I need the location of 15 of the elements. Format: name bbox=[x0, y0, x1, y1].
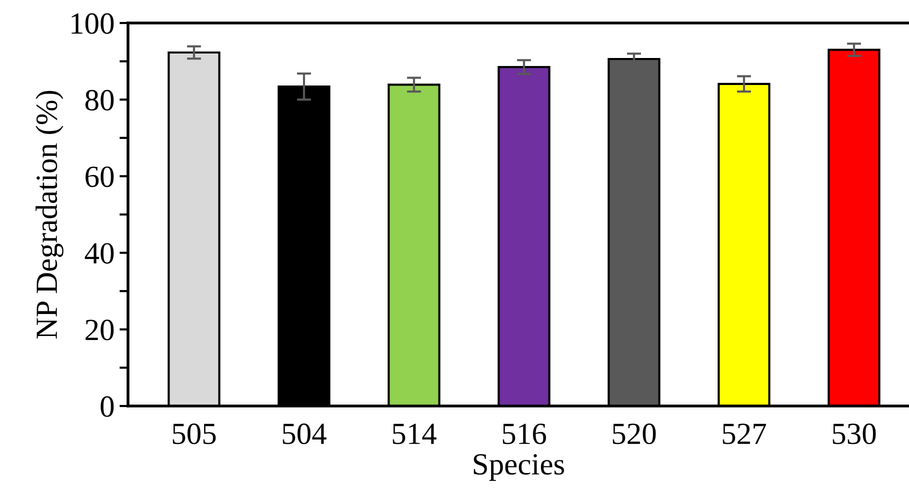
x-axis-title: Species bbox=[474, 454, 564, 481]
y-tick-label: 60 bbox=[86, 166, 114, 188]
x-tick-label: 527 bbox=[722, 424, 766, 444]
y-tick-label: 20 bbox=[86, 320, 114, 340]
y-tick-label: 40 bbox=[84, 243, 114, 264]
y-tick-label: 80 bbox=[85, 90, 114, 110]
x-tick-label: 504 bbox=[282, 424, 326, 444]
x-tick-label: 530 bbox=[832, 424, 876, 444]
x-tick-label: 520 bbox=[612, 424, 656, 444]
x-tick-label: 516 bbox=[502, 424, 546, 444]
x-tick-label: 514 bbox=[392, 424, 436, 444]
y-axis-title: NP Degradation (%) bbox=[36, 90, 64, 339]
x-tick-label: 505 bbox=[172, 424, 216, 444]
y-tick-label: 0 bbox=[100, 396, 114, 417]
y-tick-label: 100 bbox=[72, 13, 114, 34]
